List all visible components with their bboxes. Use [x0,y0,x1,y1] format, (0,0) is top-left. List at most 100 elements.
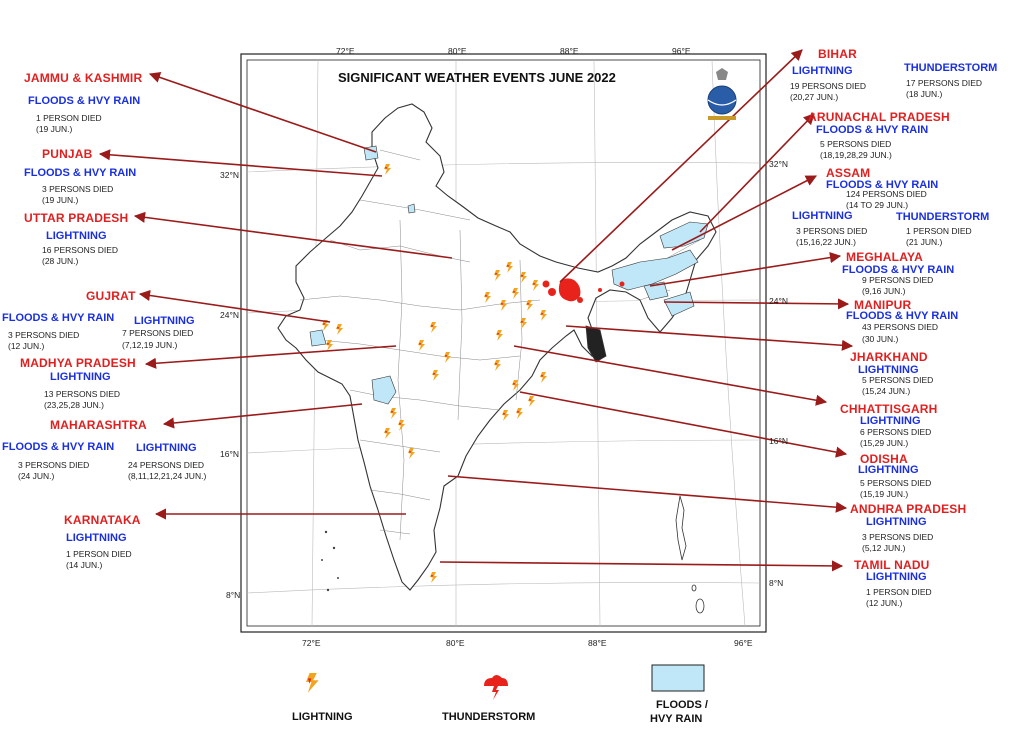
event-lightning: LIGHTNING [792,210,853,222]
event-lightning: LIGHTNING [66,532,127,544]
dates: (5,12 JUN.) [862,543,906,553]
event-floods: FLOODS & HVY RAIN [28,95,141,107]
dates: (19 JUN.) [36,124,73,134]
dates: (12 JUN.) [8,341,45,351]
event-lightning: LIGHTNING [50,371,111,383]
state-manipur: MANIPUR [854,298,912,312]
deaths: 3 PERSONS DIED [18,460,90,470]
lon-label: 72°E [336,46,355,56]
state-maharashtra: MAHARASHTRA [50,418,147,432]
deaths: 6 PERSONS DIED [860,427,932,437]
event-lightning: LIGHTNING [792,65,853,77]
dates: (12 JUN.) [866,598,903,608]
legend-icons [306,664,705,700]
district-lines [299,149,701,541]
lat-label: 32°N [220,170,239,180]
deaths: 43 PERSONS DIED [862,322,939,332]
deaths: 5 PERSONS DIED [862,375,934,385]
dates: (15,16,22 JUN.) [796,237,856,247]
lon-label: 88°E [588,638,607,648]
event-lightning: LIGHTNING [866,516,927,528]
dates: (30 JUN.) [862,334,899,344]
emblem-logo [707,68,737,120]
deaths: 1 PERSON DIED [36,113,102,123]
dates: (28 JUN.) [42,256,79,266]
event-lightning: LIGHTNING [858,464,919,476]
event-floods: FLOODS & HVY RAIN [842,264,955,276]
lat-label: 16°N [769,436,788,446]
state-assam: ASSAM [826,166,871,180]
legend-flood-label: FLOODS / [656,699,708,711]
deaths: 1 PERSON DIED [66,549,132,559]
deaths: 19 PERSONS DIED [790,81,867,91]
state-arunachal-pradesh: ARUNACHAL PRADESH [808,110,950,124]
event-lightning: LIGHTNING [136,442,197,454]
event-floods: FLOODS & HVY RAIN [816,124,929,136]
lon-label: 80°E [446,638,465,648]
dates: (9,16 JUN.) [862,286,906,296]
dates: (15,24 JUN.) [862,386,911,396]
deaths: 17 PERSONS DIED [906,78,983,88]
deaths: 5 PERSONS DIED [820,139,892,149]
arrows [98,49,854,572]
state-meghalaya: MEGHALAYA [846,250,923,264]
islands [585,325,705,614]
state-chhattisgarh: CHHATTISGARH [840,402,938,416]
state-karnataka: KARNATAKA [64,513,141,527]
dates: (21 JUN.) [906,237,943,247]
state-tamil-nadu: TAMIL NADU [854,558,930,572]
deaths: 1 PERSON DIED [866,587,932,597]
state-jammu-kashmir: JAMMU & KASHMIR [24,71,143,85]
dates: (19 JUN.) [42,195,79,205]
state-gujrat: GUJRAT [86,289,136,303]
thunderstorm-markers [542,278,625,303]
dates: (18,19,28,29 JUN.) [820,150,892,160]
event-floods: FLOODS & HVY RAIN [2,441,115,453]
lon-label: 72°E [302,638,321,648]
lakshadweep [321,530,339,592]
event-floods: FLOODS & HVY RAIN [846,310,959,322]
deaths: 1 PERSON DIED [906,226,972,236]
event-lightning: LIGHTNING [134,315,195,327]
deaths: 124 PERSONS DIED [846,189,927,199]
dates: (20,27 JUN.) [790,92,839,102]
deaths: 5 PERSONS DIED [860,478,932,488]
legend-thunderstorm-label: THUNDERSTORM [442,711,536,723]
india-outline [277,103,717,591]
legend-flood-label: HVY RAIN [650,713,703,725]
lon-label: 88°E [560,46,579,56]
state-andhra-pradesh: ANDHRA PRADESH [850,502,967,516]
dates: (15,29 JUN.) [860,438,909,448]
deaths: 24 PERSONS DIED [128,460,205,470]
state-odisha: ODISHA [860,452,908,466]
dates: (8,11,12,21,24 JUN.) [128,471,207,481]
event-lightning: LIGHTNING [46,230,107,242]
dates: (15,19 JUN.) [860,489,909,499]
deaths: 7 PERSONS DIED [122,328,194,338]
deaths: 16 PERSONS DIED [42,245,119,255]
deaths: 3 PERSONS DIED [8,330,80,340]
lat-label: 16°N [220,449,239,459]
event-floods: FLOODS & HVY RAIN [24,167,137,179]
lat-label: 32°N [769,159,788,169]
deaths: 13 PERSONS DIED [44,389,121,399]
flood-areas [309,145,709,405]
lat-label: 24°N [769,296,788,306]
legend-lightning-label: LIGHTNING [292,711,353,723]
map-title: SIGNIFICANT WEATHER EVENTS JUNE 2022 [338,70,616,85]
event-lightning: LIGHTNING [866,571,927,583]
lat-label: 8°N [769,578,784,588]
dates: (14 TO 29 JUN.) [846,200,909,210]
lat-label: 8°N [226,590,241,600]
event-thunderstorm: THUNDERSTORM [904,62,998,74]
state-jharkhand: JHARKHAND [850,350,928,364]
event-thunderstorm: THUNDERSTORM [896,211,990,223]
lat-label: 24°N [220,310,239,320]
event-floods: FLOODS & HVY RAIN [826,179,939,191]
state-bihar: BIHAR [818,47,857,61]
state-madhya-pradesh: MADHYA PRADESH [20,356,136,370]
dates: (24 JUN.) [18,471,55,481]
state-punjab: PUNJAB [42,147,93,161]
deaths: 3 PERSONS DIED [42,184,114,194]
deaths: 3 PERSONS DIED [862,532,934,542]
